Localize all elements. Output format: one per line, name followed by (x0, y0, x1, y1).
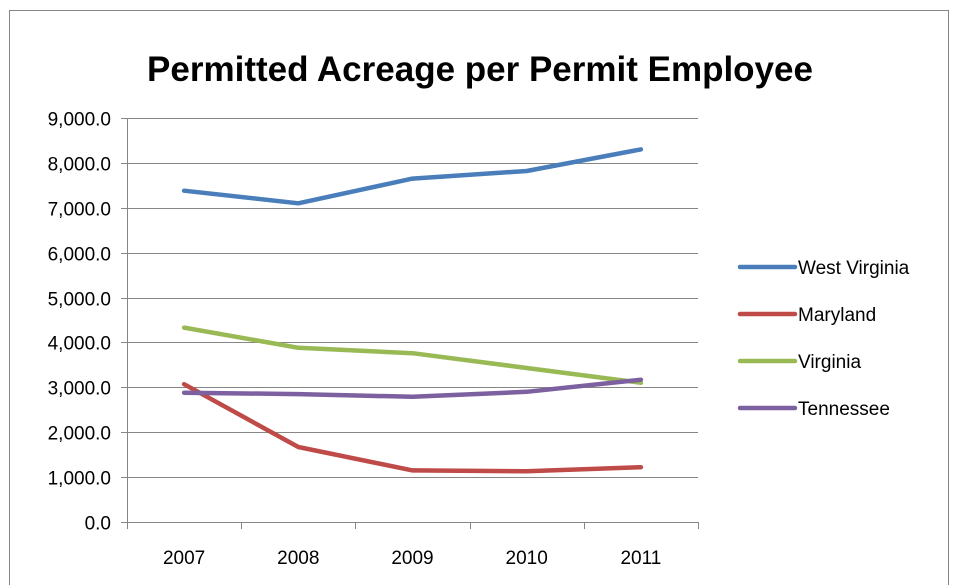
series-line (181, 377, 644, 400)
series-line (181, 147, 644, 206)
y-tick-label: 8,000.0 (48, 155, 111, 176)
series-line (181, 381, 644, 474)
series-line (181, 325, 644, 386)
y-tick-label: 1,000.0 (48, 469, 111, 490)
gridlines (127, 118, 698, 478)
y-tick-label: 5,000.0 (48, 290, 111, 311)
y-axis-ticks: 0.0 1,000.0 2,000.0 3,000.0 4,000.0 5,000.0 6,… (48, 110, 127, 535)
y-tick-label: 2,000.0 (48, 424, 111, 445)
chart-frame (9, 10, 949, 585)
x-tick-label: 2010 (506, 548, 548, 569)
x-tick-label: 2011 (620, 548, 661, 569)
legend-label: West Virginia (798, 258, 910, 279)
x-tick-label: 2008 (277, 548, 319, 569)
y-tick-label: 0.0 (85, 514, 111, 535)
axes (127, 118, 698, 523)
legend: West Virginia Maryland Virginia Tennessee (737, 258, 910, 420)
y-tick-label: 9,000.0 (48, 110, 111, 131)
x-tick-label: 2007 (163, 548, 205, 569)
legend-label: Tennessee (798, 399, 890, 420)
y-tick-label: 7,000.0 (48, 200, 111, 221)
y-tick-label: 6,000.0 (48, 245, 111, 266)
chart-title: Permitted Acreage per Permit Employee (147, 50, 813, 89)
y-tick-label: 3,000.0 (48, 379, 111, 400)
y-tick-label: 4,000.0 (48, 334, 111, 355)
legend-label: Maryland (798, 305, 876, 326)
series-lines (181, 147, 644, 474)
x-axis-ticks: 2007 2008 2009 2010 2011 (127, 522, 699, 569)
legend-label: Virginia (798, 352, 861, 373)
x-tick-label: 2009 (391, 548, 433, 569)
